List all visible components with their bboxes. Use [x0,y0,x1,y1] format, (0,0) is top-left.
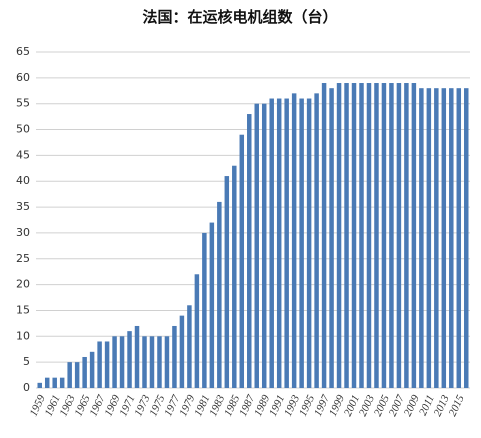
bar [441,88,447,388]
y-tick-label: 45 [16,148,30,161]
bar [209,222,215,388]
bar [374,83,379,388]
bar [411,83,417,388]
bar [82,356,87,388]
bar [284,98,289,389]
bar [254,103,259,388]
bar [389,83,394,388]
bar [187,305,192,388]
bar [217,201,222,388]
bar [351,83,357,388]
bar [67,362,72,388]
bar [426,88,432,388]
y-tick-label: 65 [16,45,30,58]
bar [366,83,372,388]
bar [232,165,237,388]
bar [142,336,147,388]
bar [291,93,297,388]
bar [456,88,462,388]
bar [464,88,469,388]
bar [449,88,454,388]
bar [179,315,185,388]
bar [127,331,132,388]
bar [261,103,267,388]
y-tick-label: 35 [16,200,30,213]
bar [276,98,282,389]
bar [321,83,327,388]
bar [247,114,252,389]
bar [381,83,387,388]
y-tick-label: 0 [23,381,30,394]
bar [314,93,319,388]
bar [164,336,170,388]
bar [434,88,439,388]
bar [336,83,342,388]
bar [157,336,162,388]
bar [269,98,274,389]
bar [37,382,42,388]
bar [306,98,312,389]
bar [194,274,200,388]
bar [59,377,65,388]
chart-title: 法国：在运核电机组数（台） [142,8,337,26]
bar [344,83,349,388]
bar [299,98,304,389]
bar [97,341,102,388]
y-tick-label: 5 [23,355,30,368]
bar [149,336,155,388]
bar [419,88,424,388]
y-tick-label: 55 [16,97,30,110]
bar [104,341,110,388]
bar [202,232,207,388]
x-tick-label: 2015 [447,393,467,418]
bar [52,377,57,388]
bar [224,176,230,388]
bar [74,362,80,388]
bar [329,88,334,388]
y-tick-label: 10 [16,329,30,342]
bar [396,83,402,388]
y-tick-label: 40 [16,174,30,187]
y-tick-label: 60 [16,71,30,84]
y-tick-label: 30 [16,226,30,239]
bar [359,83,364,388]
bar [89,351,95,388]
bar [112,336,117,388]
bar [172,325,177,388]
bar [239,134,245,388]
bar [404,83,409,388]
y-tick-label: 50 [16,123,30,136]
bar [44,377,50,388]
y-tick-label: 25 [16,252,30,265]
y-tick-label: 15 [16,303,30,316]
bar [119,336,125,388]
bar [134,325,140,388]
y-tick-label: 20 [16,278,30,291]
